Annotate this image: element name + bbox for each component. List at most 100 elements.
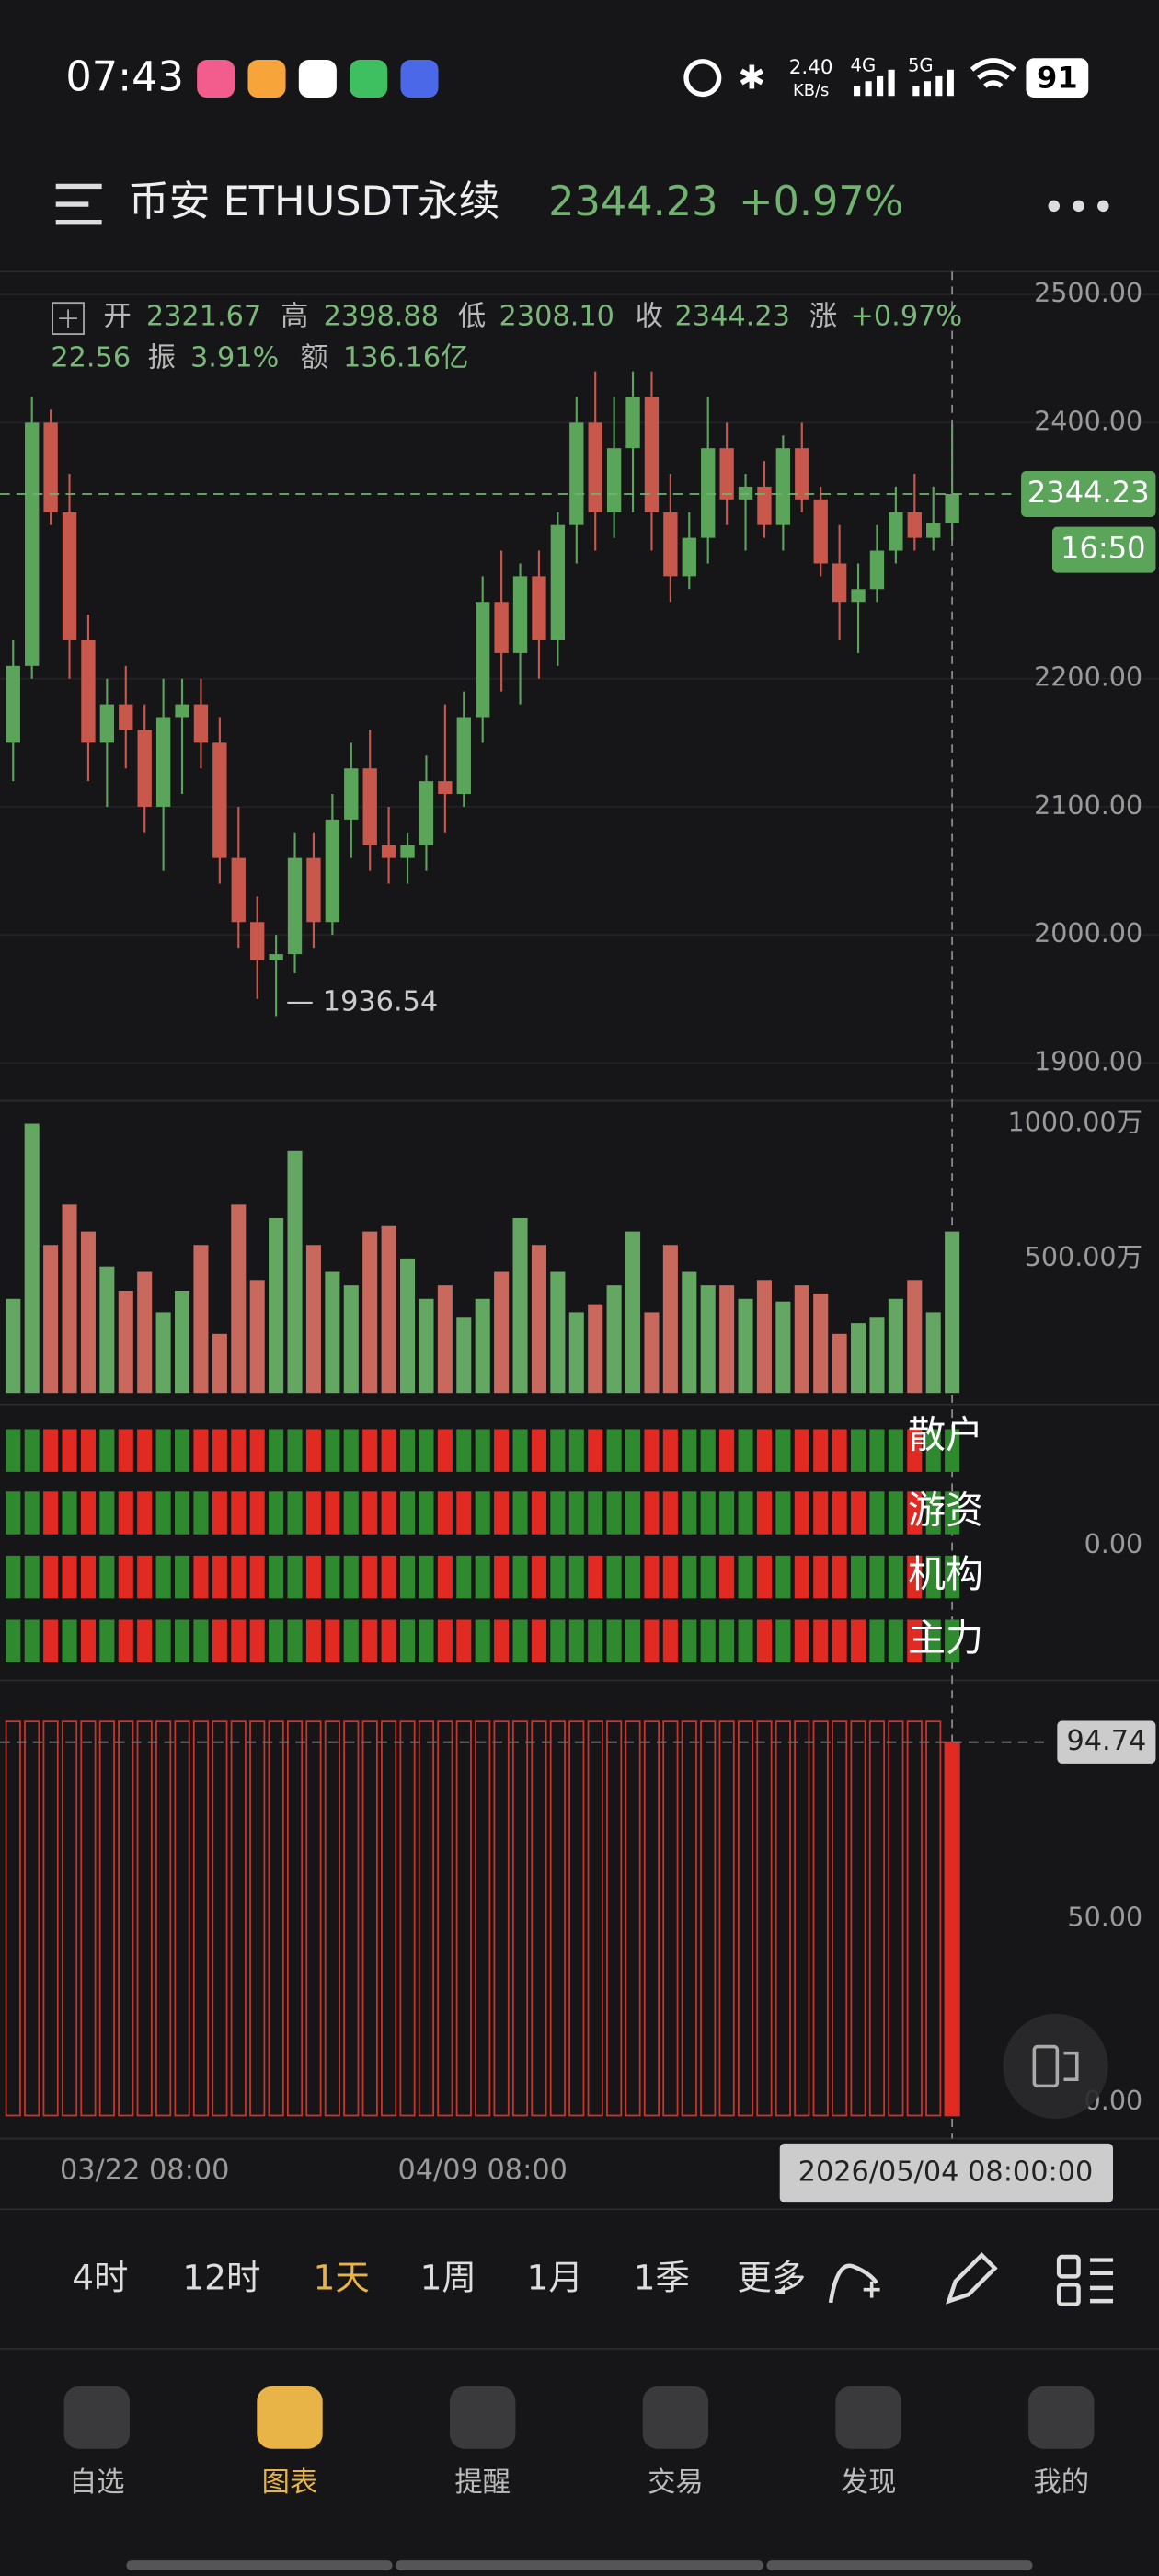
indicator-bar <box>399 1720 416 2117</box>
volume-bar <box>419 1298 434 1394</box>
flow-cell <box>512 1555 528 1599</box>
indicator-bar <box>662 1720 679 2117</box>
nav-icon[interactable] <box>257 2386 323 2449</box>
interval-option[interactable]: 1季 <box>634 2257 690 2297</box>
nav-label[interactable]: 交易 <box>648 2467 704 2499</box>
flow-cell <box>907 1429 923 1472</box>
volume-bar <box>6 1298 21 1394</box>
flow-cell <box>832 1555 847 1599</box>
flow-cell <box>832 1619 847 1662</box>
flow-cell <box>456 1555 472 1599</box>
flow-cell <box>99 1619 115 1662</box>
flow-cell <box>400 1429 416 1472</box>
expand-icon[interactable] <box>52 302 85 335</box>
flow-cell <box>925 1619 941 1662</box>
indicator-bar <box>98 1720 115 2117</box>
interval-option[interactable]: 12时 <box>182 2257 260 2297</box>
indicator-bar <box>343 1720 360 2117</box>
candle-body <box>476 602 490 718</box>
ohlc-label: 开 <box>103 301 131 333</box>
nav-icon[interactable] <box>642 2386 709 2449</box>
menu-icon[interactable] <box>55 183 102 225</box>
candle-body <box>644 397 660 512</box>
indicator-bar <box>155 1720 172 2117</box>
volume-bar <box>80 1231 96 1394</box>
candle-body <box>682 537 696 577</box>
flow-cell <box>945 1491 960 1535</box>
candle-body <box>400 845 415 858</box>
flow-cell <box>945 1429 960 1472</box>
interval-option[interactable]: 更多 <box>737 2257 806 2297</box>
interval-option[interactable]: 4时 <box>72 2257 128 2297</box>
flow-cell <box>588 1555 603 1599</box>
flow-cell <box>249 1491 265 1535</box>
nav-icon[interactable] <box>1028 2386 1095 2449</box>
nav-label[interactable]: 发现 <box>841 2467 897 2499</box>
flow-label: 机构 <box>908 1552 983 1596</box>
flow-cell <box>832 1491 847 1535</box>
nav-label[interactable]: 自选 <box>69 2467 125 2499</box>
indicator-bar <box>718 1720 735 2117</box>
candle-body <box>287 857 303 955</box>
candle-body <box>438 781 453 795</box>
flow-cell <box>174 1619 190 1662</box>
volume-bar <box>343 1285 359 1394</box>
volume-bar <box>362 1231 378 1394</box>
nav-label[interactable]: 提醒 <box>454 2467 511 2499</box>
nav-icon[interactable] <box>63 2386 130 2449</box>
layout-tool[interactable] <box>1056 2254 1114 2306</box>
flow-cell <box>6 1619 21 1662</box>
interval-option[interactable]: 1周 <box>420 2257 476 2297</box>
flow-cell <box>813 1555 829 1599</box>
volume-bar <box>174 1290 190 1394</box>
nav-label[interactable]: 图表 <box>262 2467 318 2499</box>
volume-bar <box>851 1323 866 1394</box>
y-tick-label: 1900.00 <box>1034 1045 1142 1076</box>
candle-body <box>512 576 528 653</box>
low-annotation: — 1936.54 <box>286 986 438 1018</box>
indicator-bar <box>794 1720 810 2117</box>
candle-body <box>775 448 791 525</box>
volume-bar <box>625 1231 641 1394</box>
volume-bar <box>249 1280 265 1394</box>
time: 07:43 <box>65 52 184 100</box>
flow-cell <box>437 1429 453 1472</box>
nav-label[interactable]: 我的 <box>1033 2467 1089 2499</box>
flow-cell <box>531 1491 546 1535</box>
flow-cell <box>568 1491 584 1535</box>
interval-option[interactable]: 1月 <box>527 2257 583 2297</box>
flow-cell <box>512 1429 528 1472</box>
flow-cell <box>775 1429 791 1472</box>
flow-cell <box>6 1555 21 1599</box>
flow-cell <box>249 1619 265 1662</box>
more-button[interactable] <box>1048 200 1109 213</box>
flow-cell <box>325 1555 340 1599</box>
flow-cell <box>588 1491 603 1535</box>
flow-cell <box>419 1555 434 1599</box>
flow-cell <box>6 1429 21 1472</box>
nav-icon[interactable] <box>835 2386 901 2449</box>
indicator-tool[interactable] <box>828 2263 878 2304</box>
y-tick-label: 2200.00 <box>1034 661 1142 693</box>
indicator-bar <box>286 1720 304 2117</box>
flow-cell <box>43 1429 59 1472</box>
volume-bar <box>756 1280 772 1394</box>
flow-cell <box>531 1429 546 1472</box>
flow-cell <box>568 1429 584 1472</box>
flow-cell <box>155 1491 171 1535</box>
flow-cell <box>437 1491 453 1535</box>
indicator-bar <box>850 1720 866 2117</box>
flow-cell <box>118 1491 133 1535</box>
flow-cell <box>62 1429 77 1472</box>
interval-option[interactable]: 1天 <box>314 2257 370 2297</box>
flow-cell <box>325 1429 340 1472</box>
draw-tool[interactable] <box>946 2252 998 2305</box>
flow-cell <box>625 1619 641 1662</box>
flow-cell <box>756 1491 772 1535</box>
candle-body <box>269 954 283 961</box>
flow-cell <box>193 1555 209 1599</box>
candle-body <box>889 512 903 551</box>
flow-cell <box>700 1491 716 1535</box>
nav-icon[interactable] <box>450 2386 516 2449</box>
flow-cell <box>550 1429 566 1472</box>
